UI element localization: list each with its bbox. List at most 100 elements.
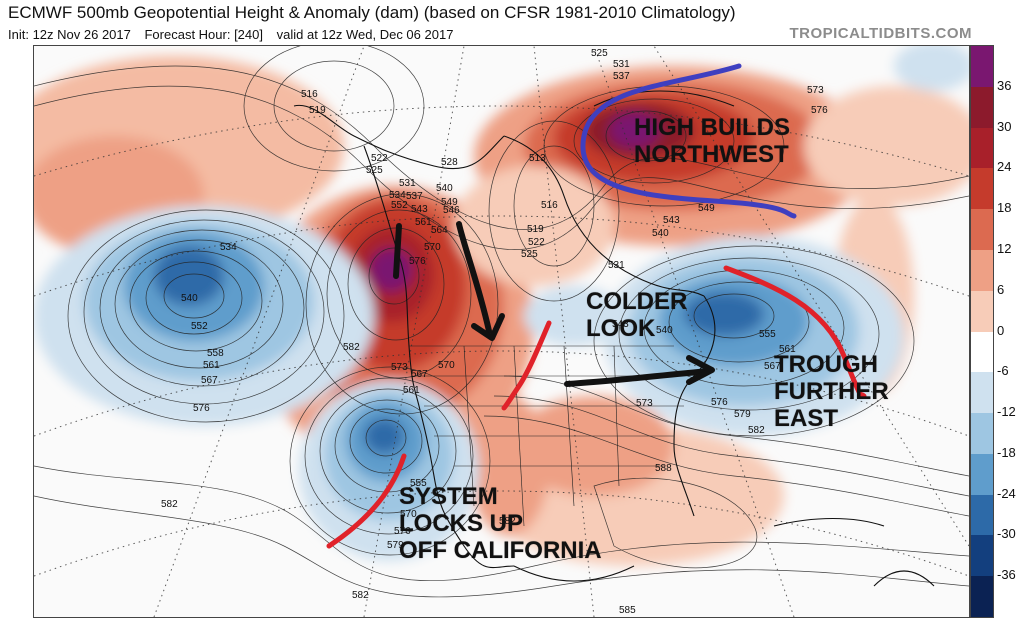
colorbar-segment <box>971 127 993 170</box>
ridge-arrow-head <box>471 313 505 341</box>
contour-label: 543 <box>663 215 680 226</box>
red-system-axis <box>326 453 407 549</box>
contour-label: 525 <box>591 48 608 59</box>
init-time: Init: 12z Nov 26 2017 <box>8 27 131 42</box>
contour-label: 576 <box>811 105 828 116</box>
contour-label: 549 <box>698 203 715 214</box>
colorbar-tick-label: -36 <box>997 567 1016 583</box>
annotation-trough-line1: TROUGH <box>774 351 878 378</box>
colorbar-tick-label: 0 <box>997 322 1005 338</box>
annotation-trough-east: TROUGH FURTHER EAST <box>774 351 889 432</box>
subtitle: Init: 12z Nov 26 2017 Forecast Hour: [24… <box>8 27 463 42</box>
contour-label: 576 <box>394 526 411 537</box>
annotation-system-locks: SYSTEM LOCKS UP OFF CALIFORNIA <box>399 483 602 564</box>
contour-label: 528 <box>441 157 458 168</box>
contour-label: 552 <box>191 321 208 332</box>
contour-label: 534 <box>389 190 406 201</box>
colorbar-tick-label: 30 <box>997 118 1012 134</box>
colorbar-segment <box>971 168 993 211</box>
contour-label: 519 <box>309 105 326 116</box>
annotation-high-line2: NORTHWEST <box>634 141 789 168</box>
annotation-colder-look: COLDER LOOK <box>586 288 687 342</box>
red-trough-axis <box>723 265 867 399</box>
anomaly-map: 516 519 522 525 528 531 534 537 540 543 546 549 552 5… <box>33 45 970 618</box>
colorbar-tick-label: -6 <box>997 363 1009 379</box>
annotation-colder-line2: LOOK <box>586 315 656 342</box>
contour-label: 582 <box>343 342 360 353</box>
colorbar-segment <box>971 453 993 496</box>
contour-label: 561 <box>779 344 796 355</box>
contour-label: 567 <box>411 369 428 380</box>
contour-label: 549 <box>441 197 458 208</box>
colorbar-segment <box>971 209 993 251</box>
contour-label: 531 <box>399 178 416 189</box>
ridge-arrow-upper <box>393 223 402 279</box>
contour-label: 576 <box>193 403 210 414</box>
contour-label: 543 <box>612 319 629 330</box>
contour-label: 516 <box>301 89 318 100</box>
contour-label: 561 <box>415 217 432 228</box>
contour-label: 531 <box>613 59 630 70</box>
contour-label: 570 <box>438 360 455 371</box>
colorbar-tick-label: 36 <box>997 77 1012 93</box>
annotation-strokes <box>326 63 867 549</box>
contour-label: 525 <box>366 165 383 176</box>
contour-label: 567 <box>201 375 218 386</box>
contour-label: 582 <box>748 425 765 436</box>
colorbar-segment <box>971 576 993 617</box>
contour-label: 573 <box>636 398 653 409</box>
colorbar-segment <box>971 535 993 578</box>
contour-label: 570 <box>400 509 417 520</box>
contour-label: 573 <box>391 362 408 373</box>
contour-label: 540 <box>436 183 453 194</box>
contour-label: 537 <box>406 191 423 202</box>
contour-label: 540 <box>656 325 673 336</box>
colorbar-tick-label: -18 <box>997 444 1016 460</box>
contour-label: 543 <box>411 204 428 215</box>
contour-label: 513 <box>529 153 546 164</box>
east-arrow-head <box>686 355 715 385</box>
blue-ridge-outline <box>580 63 797 219</box>
contour-label: 579 <box>734 409 751 420</box>
contour-label: 582 <box>161 499 178 510</box>
east-arrow-shaft <box>564 368 712 387</box>
annotation-high-line1: HIGH BUILDS <box>634 114 790 141</box>
annotation-system-line3: OFF CALIFORNIA <box>399 537 602 564</box>
colorbar-tick-label: 24 <box>997 159 1012 175</box>
colorbar-segment <box>971 46 993 88</box>
valid-time: valid at 12z Wed, Dec 06 2017 <box>276 27 454 42</box>
colorbar-tick-label: 6 <box>997 281 1005 297</box>
annotation-high-builds: HIGH BUILDS NORTHWEST <box>634 114 790 168</box>
forecast-hour: Forecast Hour: [240] <box>144 27 263 42</box>
contour-label: 531 <box>608 260 625 271</box>
colorbar-tick-label: 12 <box>997 240 1012 256</box>
annotation-system-line1: SYSTEM <box>399 483 498 510</box>
annotation-colder-line1: COLDER <box>586 288 688 315</box>
graticule <box>34 46 969 617</box>
contour-label: 567 <box>764 361 781 372</box>
contour-label: 516 <box>541 200 558 211</box>
contour-label: 522 <box>528 237 545 248</box>
colorbar-tick-label: 18 <box>997 200 1012 216</box>
contour-label: 540 <box>181 293 198 304</box>
contour-label: 582 <box>499 516 516 527</box>
contour-label: 519 <box>527 224 544 235</box>
contour-label: 522 <box>371 153 388 164</box>
colorbar-tick-label: -30 <box>997 526 1016 542</box>
contour-label: 561 <box>403 385 420 396</box>
contour-label: 576 <box>409 256 426 267</box>
contour-label: 582 <box>352 590 369 601</box>
contour-label: 558 <box>207 348 224 359</box>
contour-label: 552 <box>391 200 408 211</box>
contour-label: 555 <box>759 329 776 340</box>
colorbar-tick-label: -12 <box>997 404 1016 420</box>
colorbar <box>970 45 994 618</box>
chart-title: ECMWF 500mb Geopotential Height & Anomal… <box>8 3 736 22</box>
colorbar-segment <box>971 413 993 455</box>
contour-label: 570 <box>424 242 441 253</box>
contour-label: 525 <box>521 249 538 260</box>
ridge-arrow-shaft <box>456 221 492 334</box>
contour-label: 579 <box>387 540 404 551</box>
